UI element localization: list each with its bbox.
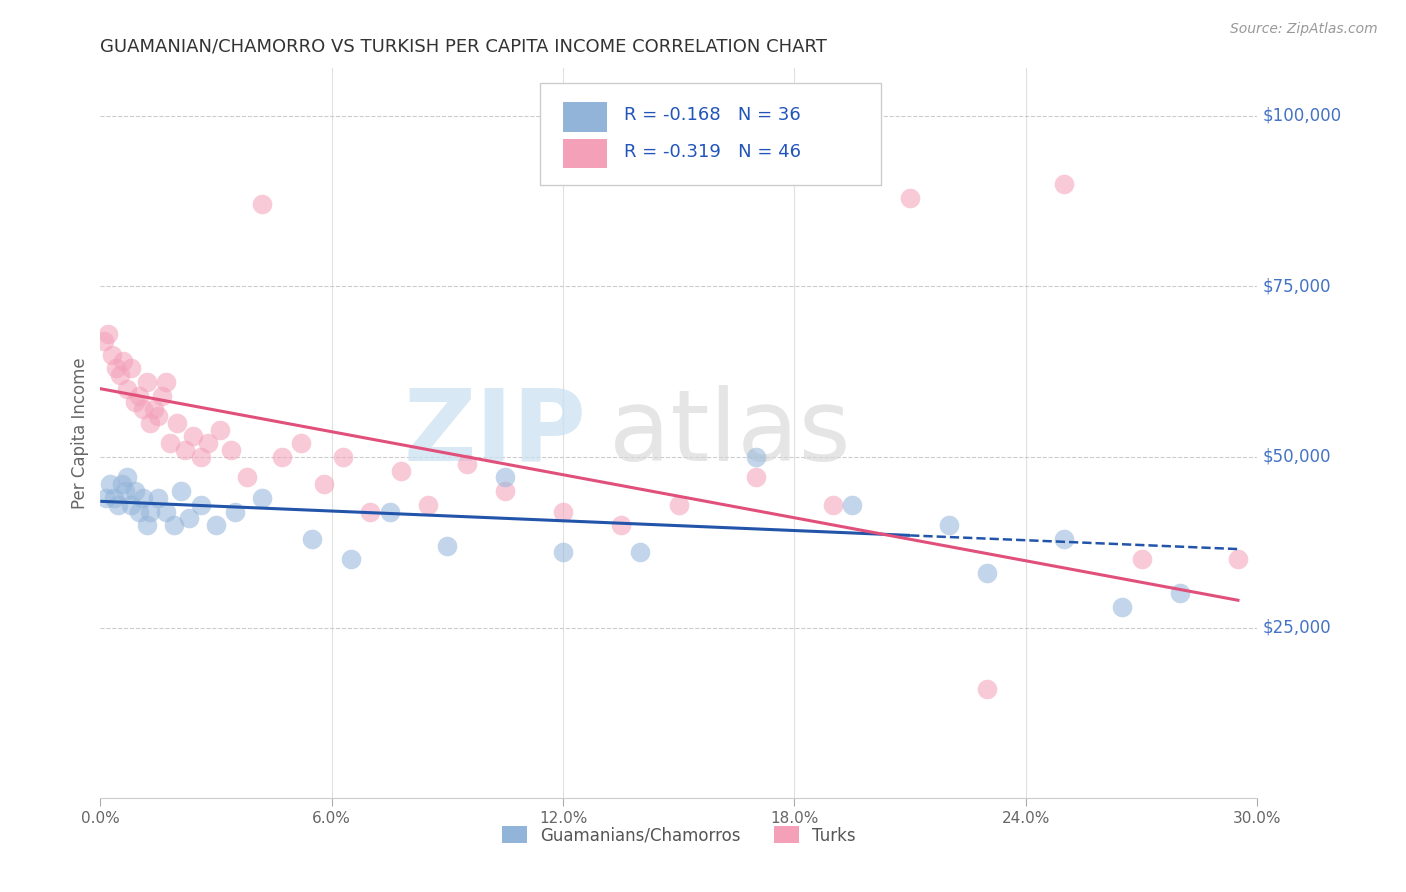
Point — [135, 518, 157, 533]
Point — [252, 491, 274, 505]
Text: $50,000: $50,000 — [1263, 448, 1331, 466]
Point — [110, 477, 132, 491]
Point — [976, 566, 998, 580]
Point — [124, 395, 146, 409]
Point — [236, 470, 259, 484]
Point — [378, 504, 401, 518]
Point — [155, 375, 177, 389]
Point — [270, 450, 292, 464]
Point — [841, 498, 863, 512]
Bar — [562, 139, 607, 169]
Point — [389, 464, 412, 478]
Point — [177, 511, 200, 525]
Point — [174, 443, 197, 458]
Point — [117, 382, 139, 396]
Point — [104, 361, 127, 376]
Point — [114, 484, 136, 499]
Point — [252, 197, 274, 211]
Point — [107, 498, 129, 512]
Point — [190, 450, 212, 464]
Point — [101, 348, 124, 362]
Point — [117, 470, 139, 484]
Text: ZIP: ZIP — [404, 384, 586, 482]
Text: atlas: atlas — [609, 384, 851, 482]
Point — [139, 504, 162, 518]
Point — [150, 388, 173, 402]
Text: Source: ZipAtlas.com: Source: ZipAtlas.com — [1230, 22, 1378, 37]
Point — [128, 504, 150, 518]
Point — [124, 484, 146, 499]
Point — [224, 504, 246, 518]
Point — [551, 545, 574, 559]
Text: R = -0.168   N = 36: R = -0.168 N = 36 — [624, 106, 801, 124]
Point — [132, 402, 155, 417]
Legend: Guamanians/Chamorros, Turks: Guamanians/Chamorros, Turks — [502, 826, 856, 845]
Point — [221, 443, 243, 458]
Point — [745, 450, 768, 464]
Point — [162, 518, 184, 533]
Point — [976, 681, 998, 696]
Point — [98, 477, 121, 491]
Point — [436, 539, 458, 553]
Point — [1053, 532, 1076, 546]
Point — [197, 436, 219, 450]
Point — [120, 498, 142, 512]
Point — [898, 191, 921, 205]
Point — [94, 491, 117, 505]
Bar — [562, 103, 607, 132]
Point — [494, 470, 516, 484]
Point — [170, 484, 193, 499]
Point — [745, 470, 768, 484]
Point — [190, 498, 212, 512]
Point — [166, 416, 188, 430]
Point — [1226, 552, 1249, 566]
Point — [340, 552, 363, 566]
FancyBboxPatch shape — [540, 83, 882, 185]
Text: $100,000: $100,000 — [1263, 107, 1343, 125]
Point — [139, 416, 162, 430]
Point — [148, 491, 170, 505]
Point — [418, 498, 440, 512]
Point — [359, 504, 381, 518]
Point — [312, 477, 335, 491]
Point — [1168, 586, 1191, 600]
Point — [1130, 552, 1153, 566]
Point — [456, 457, 478, 471]
Text: R = -0.319   N = 46: R = -0.319 N = 46 — [624, 143, 801, 161]
Point — [1111, 600, 1133, 615]
Point — [97, 327, 120, 342]
Point — [120, 361, 142, 376]
Point — [301, 532, 323, 546]
Point — [938, 518, 960, 533]
Point — [103, 491, 125, 505]
Text: $25,000: $25,000 — [1263, 618, 1331, 637]
Point — [205, 518, 228, 533]
Y-axis label: Per Capita Income: Per Capita Income — [72, 357, 89, 508]
Point — [821, 498, 844, 512]
Point — [132, 491, 155, 505]
Point — [112, 354, 135, 368]
Point — [208, 423, 231, 437]
Text: GUAMANIAN/CHAMORRO VS TURKISH PER CAPITA INCOME CORRELATION CHART: GUAMANIAN/CHAMORRO VS TURKISH PER CAPITA… — [100, 37, 827, 55]
Point — [159, 436, 181, 450]
Point — [155, 504, 177, 518]
Point — [494, 484, 516, 499]
Point — [332, 450, 354, 464]
Point — [148, 409, 170, 423]
Point — [181, 429, 204, 443]
Point — [135, 375, 157, 389]
Point — [143, 402, 166, 417]
Point — [108, 368, 131, 382]
Point — [290, 436, 312, 450]
Point — [610, 518, 633, 533]
Point — [128, 388, 150, 402]
Text: $75,000: $75,000 — [1263, 277, 1331, 295]
Point — [668, 498, 690, 512]
Point — [628, 545, 651, 559]
Point — [551, 504, 574, 518]
Point — [1053, 177, 1076, 191]
Point — [93, 334, 115, 348]
